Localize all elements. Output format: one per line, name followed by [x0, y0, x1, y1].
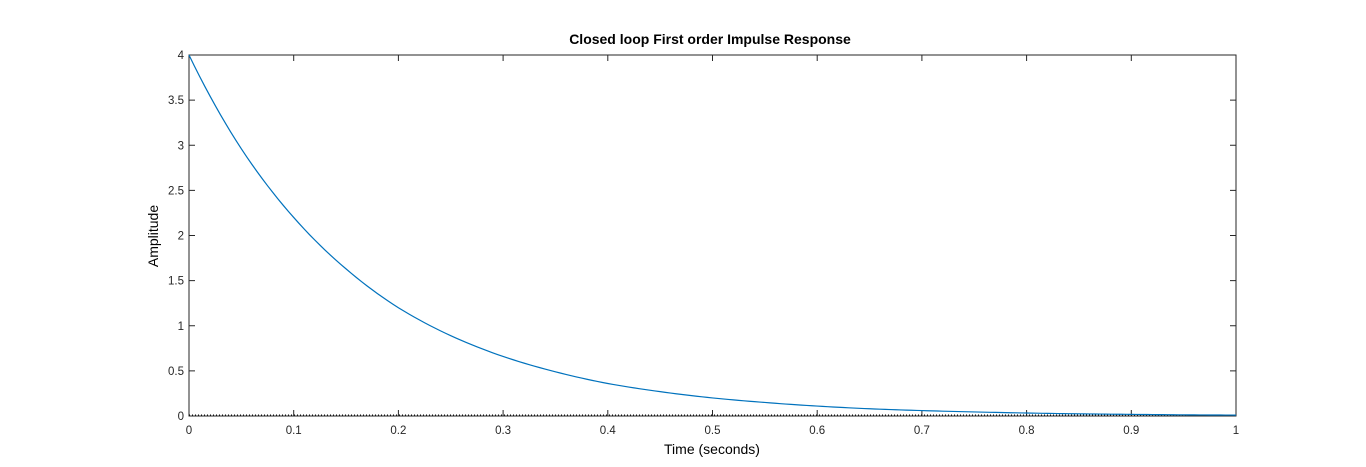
y-tick-label: 4	[178, 50, 185, 62]
y-tick-label: 2.5	[168, 185, 184, 197]
y-tick-label: 0.5	[168, 366, 184, 378]
y-tick-label: 1	[178, 321, 184, 333]
x-axis-label: Time (seconds)	[664, 441, 760, 457]
x-tick-label: 0.8	[1019, 425, 1035, 437]
chart-title: Closed loop First order Impulse Response	[569, 31, 851, 47]
y-axis-label: Amplitude	[145, 205, 161, 267]
x-tick-label: 1	[1233, 425, 1239, 437]
plot-area	[188, 54, 1237, 417]
x-tick-label: 0.4	[600, 425, 617, 437]
x-tick-label: 0.1	[286, 425, 302, 437]
series-line-impulse-response	[188, 54, 1237, 416]
x-tick-label: 0.2	[390, 425, 406, 437]
y-tick-label: 0	[178, 411, 184, 423]
x-tick-label: 0	[186, 425, 192, 437]
tick-marks	[188, 54, 1237, 417]
y-tick-label: 3	[178, 140, 184, 152]
x-tick-label: 0.6	[809, 425, 825, 437]
x-tick-labels: 0 0.1 0.2 0.3 0.4 0.5 0.6 0.7 0.8 0.9 1	[186, 425, 1239, 437]
x-tick-label: 0.5	[705, 425, 721, 437]
y-tick-label: 3.5	[168, 95, 184, 107]
y-tick-label: 2	[178, 231, 184, 243]
x-tick-label: 0.9	[1123, 425, 1139, 437]
y-tick-labels: 0 0.5 1 1.5 2 2.5 3 3.5 4	[168, 50, 185, 423]
x-tick-label: 0.3	[495, 425, 511, 437]
x-tick-label: 0.7	[914, 425, 930, 437]
y-tick-label: 1.5	[168, 276, 184, 288]
